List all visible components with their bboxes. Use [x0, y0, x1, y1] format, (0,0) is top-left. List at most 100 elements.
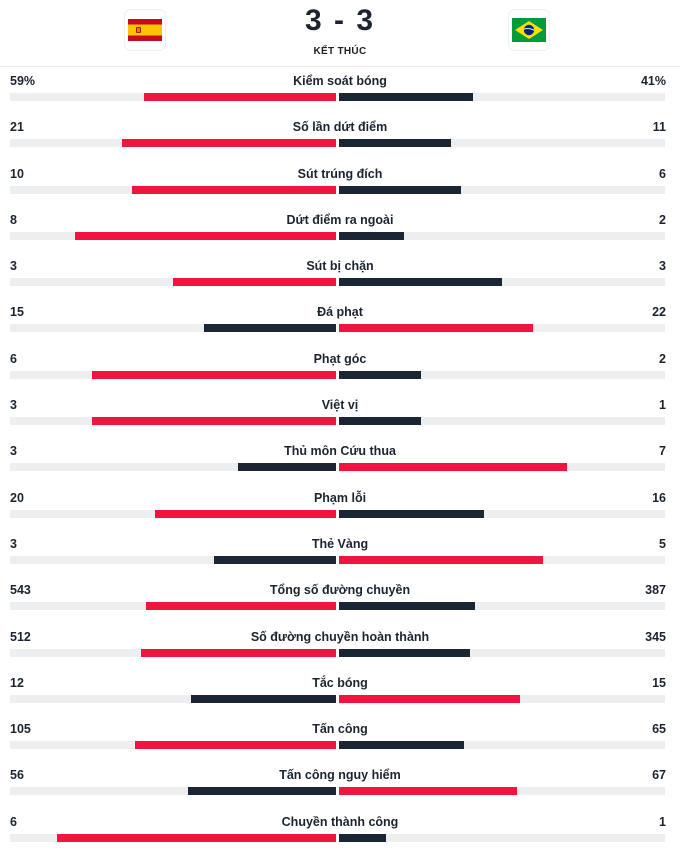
- away-stat-bar: [339, 185, 462, 194]
- away-stat-bar: [339, 833, 386, 842]
- stats-list: 59% Kiểm soát bóng 41% 21 Số lần dứt điểm 11 1…: [0, 67, 680, 854]
- away-stat-bar: [339, 370, 421, 379]
- stat-label: Thẻ Vàng: [311, 536, 369, 551]
- away-stat-track: [339, 278, 665, 287]
- home-team-flag[interactable]: [125, 10, 165, 50]
- away-stat-track: [339, 139, 665, 148]
- home-stat-track: [10, 648, 336, 657]
- home-stat-track: [10, 93, 336, 101]
- brazil-flag-icon: [512, 18, 546, 42]
- away-stat-value: 7: [659, 444, 666, 459]
- home-stat-bar: [134, 741, 336, 750]
- stat-row: 56 Tấn công nguy hiểm 67: [0, 761, 680, 807]
- away-stat-bar: [339, 787, 517, 796]
- home-stat-track: [10, 185, 336, 194]
- home-stat-value: 56: [10, 768, 24, 783]
- home-stat-value: 3: [10, 259, 17, 274]
- stat-label: Phạm lỗi: [313, 490, 367, 505]
- away-stat-track: [339, 509, 665, 518]
- stat-label: Tấn công nguy hiểm: [279, 768, 401, 783]
- stat-label: Kiểm soát bóng: [293, 74, 387, 88]
- home-stat-track: [10, 139, 336, 148]
- home-stat-track: [10, 555, 336, 564]
- match-header: 3 - 3 KẾT THÚC: [0, 0, 680, 67]
- stat-row: 3 Thủ môn Cứu thua 7: [0, 437, 680, 483]
- stat-row: 105 Tấn công 65: [0, 715, 680, 761]
- home-stat-bar: [145, 602, 336, 611]
- stat-row: 512 Số đường chuyền hoàn thành 345: [0, 623, 680, 669]
- away-stat-track: [339, 648, 665, 657]
- away-stat-track: [339, 417, 665, 426]
- home-stat-bar: [75, 231, 336, 240]
- away-stat-bar: [339, 324, 533, 333]
- home-stat-value: 6: [10, 814, 17, 829]
- stat-row: 10 Sút trúng đích 6: [0, 160, 680, 206]
- away-stat-track: [339, 185, 665, 194]
- away-stat-bar: [339, 602, 475, 611]
- home-stat-bar: [238, 463, 336, 472]
- away-stat-track: [339, 602, 665, 611]
- away-stat-track: [339, 833, 665, 842]
- home-stat-bar: [143, 93, 336, 101]
- away-stat-value: 6: [659, 166, 666, 181]
- stat-row: 12 Tắc bóng 15: [0, 669, 680, 715]
- stat-label: Thủ môn Cứu thua: [284, 444, 396, 459]
- stat-row: 59% Kiểm soát bóng 41%: [0, 67, 680, 113]
- away-stat-value: 2: [659, 351, 666, 366]
- stat-label: Dứt điểm ra ngoài: [286, 212, 394, 227]
- home-stat-bar: [141, 648, 336, 657]
- home-stat-track: [10, 741, 336, 750]
- home-stat-bar: [173, 278, 336, 287]
- away-stat-value: 67: [652, 768, 666, 783]
- home-stat-track: [10, 324, 336, 333]
- home-stat-track: [10, 787, 336, 796]
- away-stat-bar: [339, 139, 452, 148]
- home-stat-track: [10, 509, 336, 518]
- stat-label: Sút bị chặn: [306, 259, 374, 274]
- home-stat-value: 59%: [10, 74, 36, 88]
- away-stat-bar: [339, 417, 421, 426]
- stat-label: Đá phạt: [317, 305, 363, 320]
- home-stat-value: 10: [10, 166, 24, 181]
- home-stat-bar: [213, 555, 336, 564]
- away-team-flag[interactable]: [509, 10, 549, 50]
- home-stat-value: 6: [10, 351, 17, 366]
- home-stat-track: [10, 231, 336, 240]
- stat-label: Số đường chuyền hoàn thành: [250, 629, 430, 644]
- home-stat-bar: [203, 324, 336, 333]
- away-stat-track: [339, 555, 665, 564]
- spain-flag-icon: [128, 19, 162, 41]
- away-stat-value: 22: [652, 305, 666, 320]
- stat-label: Số lần dứt điểm: [292, 120, 388, 135]
- stat-label: Tắc bóng: [312, 675, 368, 690]
- home-stat-value: 512: [10, 629, 31, 644]
- away-stat-value: 65: [652, 722, 666, 737]
- away-stat-value: 1: [659, 398, 666, 413]
- away-stat-bar: [339, 555, 543, 564]
- away-stat-track: [339, 787, 665, 796]
- home-stat-bar: [122, 139, 336, 148]
- stat-label: Việt vị: [321, 398, 359, 413]
- home-stat-track: [10, 417, 336, 426]
- home-stat-value: 3: [10, 536, 17, 551]
- home-stat-bar: [132, 185, 336, 194]
- home-stat-value: 12: [10, 675, 24, 690]
- home-stat-value: 15: [10, 305, 24, 320]
- away-stat-value: 11: [652, 120, 666, 135]
- home-stat-track: [10, 278, 336, 287]
- away-stat-track: [339, 231, 665, 240]
- away-stat-bar: [339, 463, 568, 472]
- stat-row: 21 Số lần dứt điểm 11: [0, 113, 680, 159]
- away-stat-track: [339, 93, 665, 101]
- match-status: KẾT THÚC: [313, 46, 367, 57]
- away-stat-bar: [339, 278, 502, 287]
- home-stat-value: 105: [10, 722, 31, 737]
- away-stat-bar: [339, 93, 473, 101]
- stat-row: 3 Việt vị 1: [0, 391, 680, 437]
- stat-row: 6 Phạt góc 2: [0, 345, 680, 391]
- away-stat-track: [339, 741, 665, 750]
- home-stat-track: [10, 833, 336, 842]
- away-stat-bar: [339, 741, 464, 750]
- away-stat-track: [339, 324, 665, 333]
- home-stat-value: 543: [10, 583, 31, 598]
